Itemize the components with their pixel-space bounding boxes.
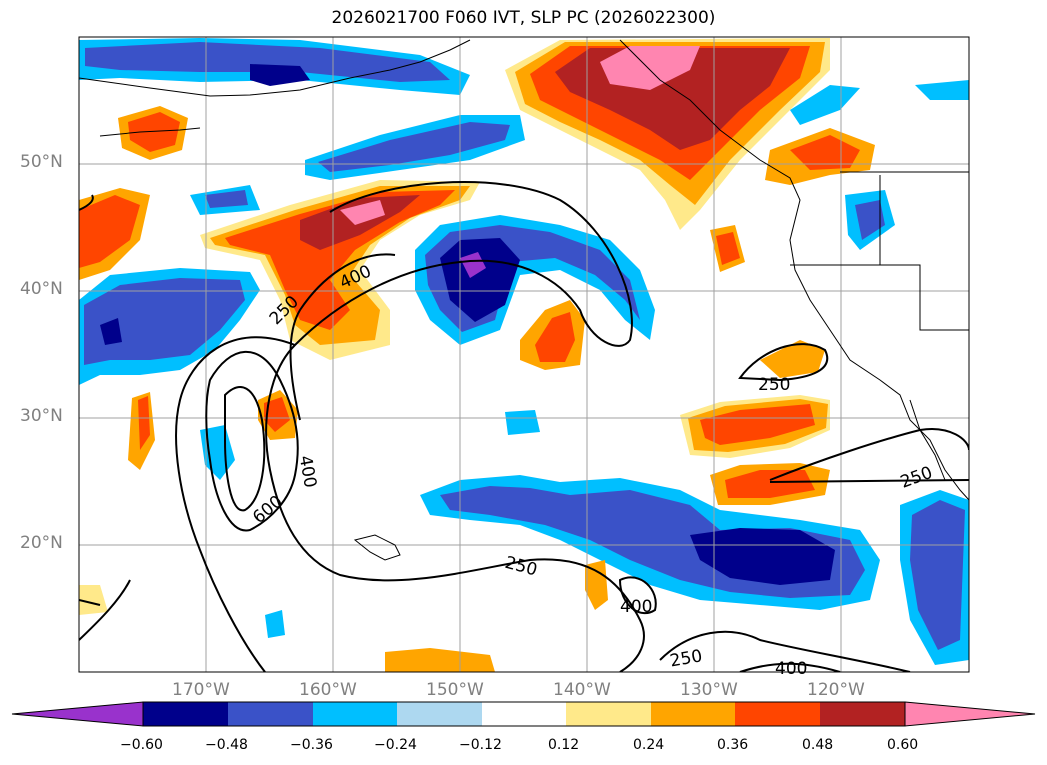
colorbar-tick: −0.48 — [205, 737, 248, 753]
colorbar-tick: 0.48 — [802, 737, 834, 753]
colorbar — [11, 701, 1036, 727]
contour-label: 250 — [503, 553, 540, 581]
colorbar-segment — [482, 702, 566, 726]
lon-label-120w: 120°W — [807, 680, 865, 700]
lat-label-50n: 50°N — [20, 152, 63, 172]
lat-label-40n: 40°N — [20, 279, 63, 299]
map-frame — [78, 36, 970, 673]
colorbar-tick: −0.36 — [290, 737, 333, 753]
contour-label: 400 — [775, 659, 807, 679]
slp-contours — [79, 181, 969, 672]
colorbar-segment — [566, 702, 651, 726]
lon-label-140w: 140°W — [553, 680, 611, 700]
lon-label-170w: 170°W — [172, 680, 230, 700]
colorbar-tick: 0.60 — [887, 737, 919, 753]
map-title: 2026021700 F060 IVT, SLP PC (2026022300) — [331, 8, 716, 28]
colorbar-segment — [820, 702, 905, 726]
lon-label-150w: 150°W — [426, 680, 484, 700]
colorbar-max-extend — [904, 701, 1036, 727]
colorbar-tick: −0.60 — [120, 737, 163, 753]
contour-label: 250 — [898, 463, 935, 493]
colorbar-segment — [228, 702, 313, 726]
lat-label-30n: 30°N — [20, 406, 63, 426]
lon-label-160w: 160°W — [299, 680, 357, 700]
coastlines — [79, 39, 969, 561]
lat-label-20n: 20°N — [20, 533, 63, 553]
colorbar-segment — [397, 702, 482, 726]
colorbar-tick: −0.12 — [459, 737, 502, 753]
contour-label: 400 — [295, 454, 320, 489]
colorbar-tick: 0.12 — [548, 737, 580, 753]
contour-label: 400 — [620, 597, 652, 617]
colorbar-segment — [143, 702, 228, 726]
colorbar-tick: 0.24 — [633, 737, 665, 753]
colorbar-min-extend — [11, 701, 144, 727]
lon-label-130w: 130°W — [680, 680, 738, 700]
colorbar-segment — [651, 702, 735, 726]
colorbar-tick: 0.36 — [717, 737, 749, 753]
contour-label: 250 — [668, 646, 703, 671]
colorbar-segment — [735, 702, 820, 726]
colorbar-segment — [313, 702, 397, 726]
contour-label: 250 — [758, 375, 790, 395]
colorbar-tick: −0.24 — [374, 737, 417, 753]
